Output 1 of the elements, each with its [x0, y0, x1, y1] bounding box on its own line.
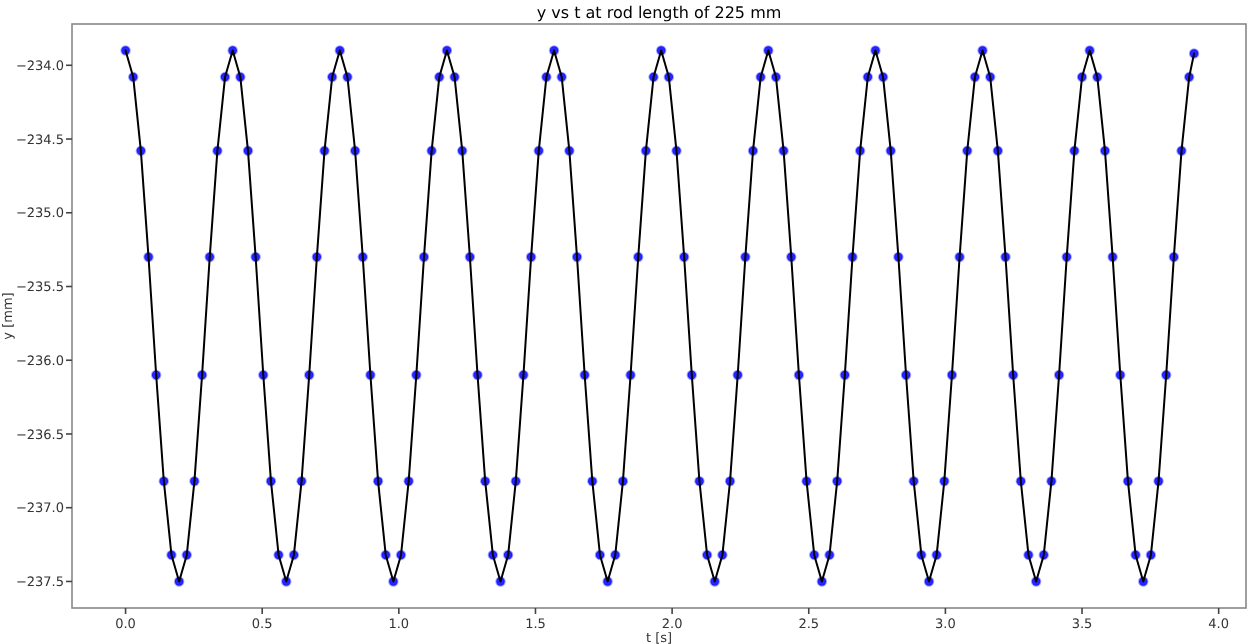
chart-title: y vs t at rod length of 225 mm	[536, 4, 782, 22]
